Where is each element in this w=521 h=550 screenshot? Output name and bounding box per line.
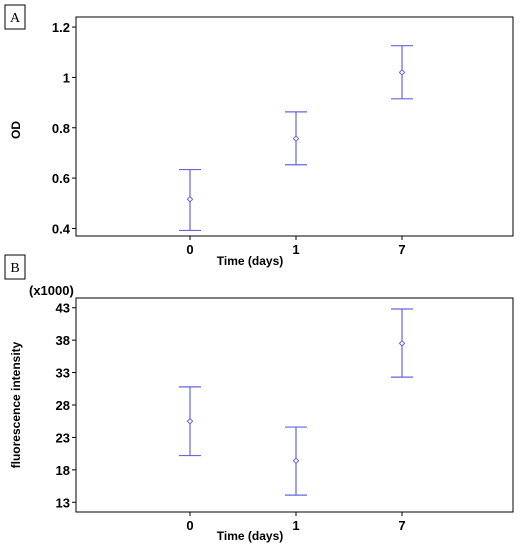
mean-point xyxy=(292,135,300,142)
x-tick-label: 0 xyxy=(186,518,193,533)
x-tick-label: 0 xyxy=(186,242,193,257)
plot-area-b xyxy=(75,297,514,513)
mean-point xyxy=(186,417,194,425)
panel-label-box-b xyxy=(4,254,26,280)
plot-area-a xyxy=(75,16,514,237)
panel-label-b: B xyxy=(10,261,19,276)
panel-label-box-a xyxy=(4,4,26,30)
mean-point xyxy=(398,340,406,347)
x-axis-a: 0 1 7 xyxy=(186,236,406,257)
x-axis-label-a: Time (days) xyxy=(217,254,283,268)
y-axis-a: 0.4 0.6 0.8 1 1.2 xyxy=(52,20,76,236)
x-tick-label: 1 xyxy=(292,242,299,257)
y-tick-label: 0.6 xyxy=(52,171,70,186)
y-tick-label: 0.4 xyxy=(52,221,71,236)
data-marks-b xyxy=(179,308,413,496)
y-tick-label: 1 xyxy=(63,70,70,85)
y-tick-label: 43 xyxy=(56,301,70,316)
x-tick-label: 7 xyxy=(398,242,405,257)
y-tick-label: 0.8 xyxy=(52,121,70,136)
x-tick-label: 7 xyxy=(398,518,405,533)
y-tick-label: 1.2 xyxy=(52,20,70,35)
panel-a: A 0.4 0.6 0.8 1 1.2 0 1 7 Time (days) OD xyxy=(4,4,514,268)
panel-label-a: A xyxy=(10,11,21,26)
data-marks-a xyxy=(179,45,413,232)
y-tick-label: 18 xyxy=(56,463,70,478)
y-tick-label: 28 xyxy=(56,398,70,413)
y-tick-label: 23 xyxy=(56,430,70,445)
x-axis-b: 0 1 7 xyxy=(186,512,406,533)
y-tick-label: 33 xyxy=(56,366,70,381)
panel-b: B (x1000) 13 18 23 28 33 38 43 0 1 7 Time (days)… xyxy=(4,254,514,543)
y-axis-b: 13 18 23 28 33 38 43 xyxy=(56,301,76,510)
mean-point xyxy=(398,69,406,76)
y-tick-label: 13 xyxy=(56,495,70,510)
x-tick-label: 1 xyxy=(292,518,299,533)
mean-point xyxy=(186,195,194,203)
mean-point xyxy=(292,457,300,465)
y-axis-label-b: fluorescence intensity xyxy=(9,341,23,468)
y-axis-label-a: OD xyxy=(9,121,23,139)
scale-note-b: (x1000) xyxy=(29,283,74,298)
x-axis-label-b: Time (days) xyxy=(217,529,283,543)
y-tick-label: 38 xyxy=(56,333,70,348)
